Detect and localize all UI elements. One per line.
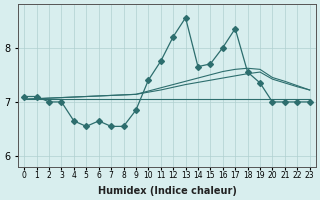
X-axis label: Humidex (Indice chaleur): Humidex (Indice chaleur) (98, 186, 236, 196)
